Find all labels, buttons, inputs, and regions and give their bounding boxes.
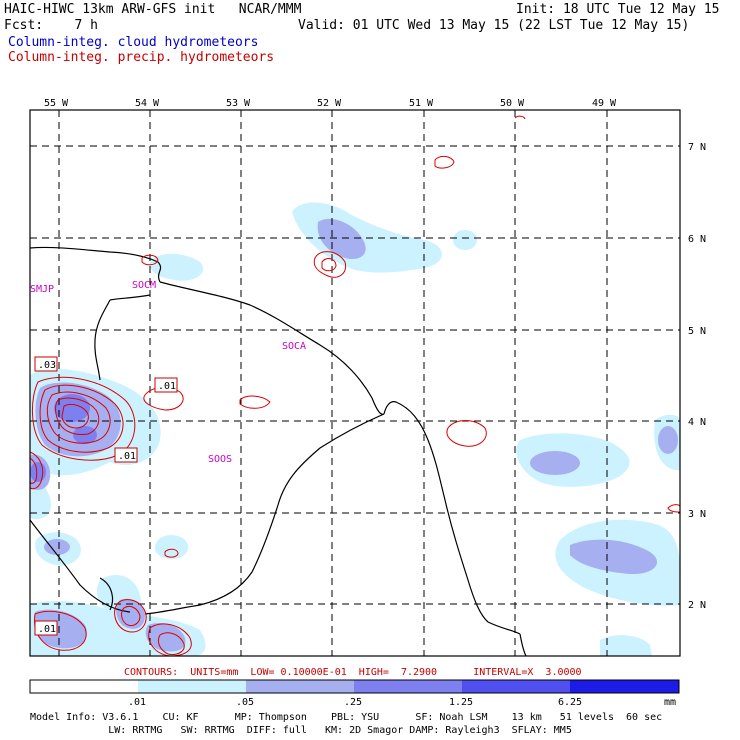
cloud-shading-dark [30,394,97,482]
header-title: HAIC-HIWC 13km ARW-GFS init NCAR/MMM [4,2,302,17]
init-time: Init: 18 UTC Tue 12 May 15 [516,2,720,17]
map-frame [29,109,681,657]
contour-label: .01 [158,381,176,392]
lon-label: 52 W [317,98,342,109]
station-label: SOOS [208,454,232,465]
contour-label: .01 [38,624,56,635]
colorbar-tick: .01 [128,697,146,708]
station-label: SMJP [30,284,54,295]
lat-label: 7 N [688,142,706,153]
lon-label: 51 W [409,98,434,109]
colorbar-segment [570,680,679,693]
colorbar-segment [354,680,462,693]
contour-label: .03 [38,360,56,371]
forecast-hour: Fcst: 7 h [4,18,98,33]
coastline-borders [29,246,527,657]
legend-precip: Column-integ. precip. hydrometeors [8,50,275,65]
colorbar-segment [246,680,354,693]
model-info-line2: LW: RRTMG SW: RRTMG DIFF: full KM: 2D Sm… [30,725,572,736]
lat-label: 6 N [688,234,706,245]
lon-label: 50 W [500,98,525,109]
contours-info: CONTOURS: UNITS=mm LOW= 0.10000E-01 HIGH… [124,667,582,678]
model-info-line1: Model Info: V3.6.1 CU: KF MP: Thompson P… [30,712,663,723]
cloud-shading-light [30,202,681,656]
lon-label: 49 W [592,98,617,109]
colorbar-unit: mm [664,697,676,708]
colorbar-segment [30,680,138,693]
lat-label: 3 N [688,509,706,520]
colorbar-tick: 6.25 [558,697,582,708]
station-label: SOCA [282,341,306,352]
valid-time: Valid: 01 UTC Wed 13 May 15 (22 LST Tue … [298,18,690,33]
lon-label: 54 W [135,98,160,109]
colorbar-segment [138,680,246,693]
lat-label: 4 N [688,417,706,428]
lat-lon-grid [30,110,680,656]
station-label: SOCM [132,280,156,291]
colorbar: .01 .05 .25 1.25 6.25 mm [29,679,680,708]
lon-label: 53 W [226,98,251,109]
colorbar-tick: .05 [236,697,254,708]
lat-label: 2 N [688,600,706,611]
lon-label: 55 W [44,98,69,109]
colorbar-tick: 1.25 [449,697,473,708]
colorbar-tick: .25 [344,697,362,708]
legend-cloud: Column-integ. cloud hydrometeors [8,35,259,50]
lat-label: 5 N [688,326,706,337]
colorbar-segment [462,680,570,693]
contour-label: .01 [118,451,136,462]
